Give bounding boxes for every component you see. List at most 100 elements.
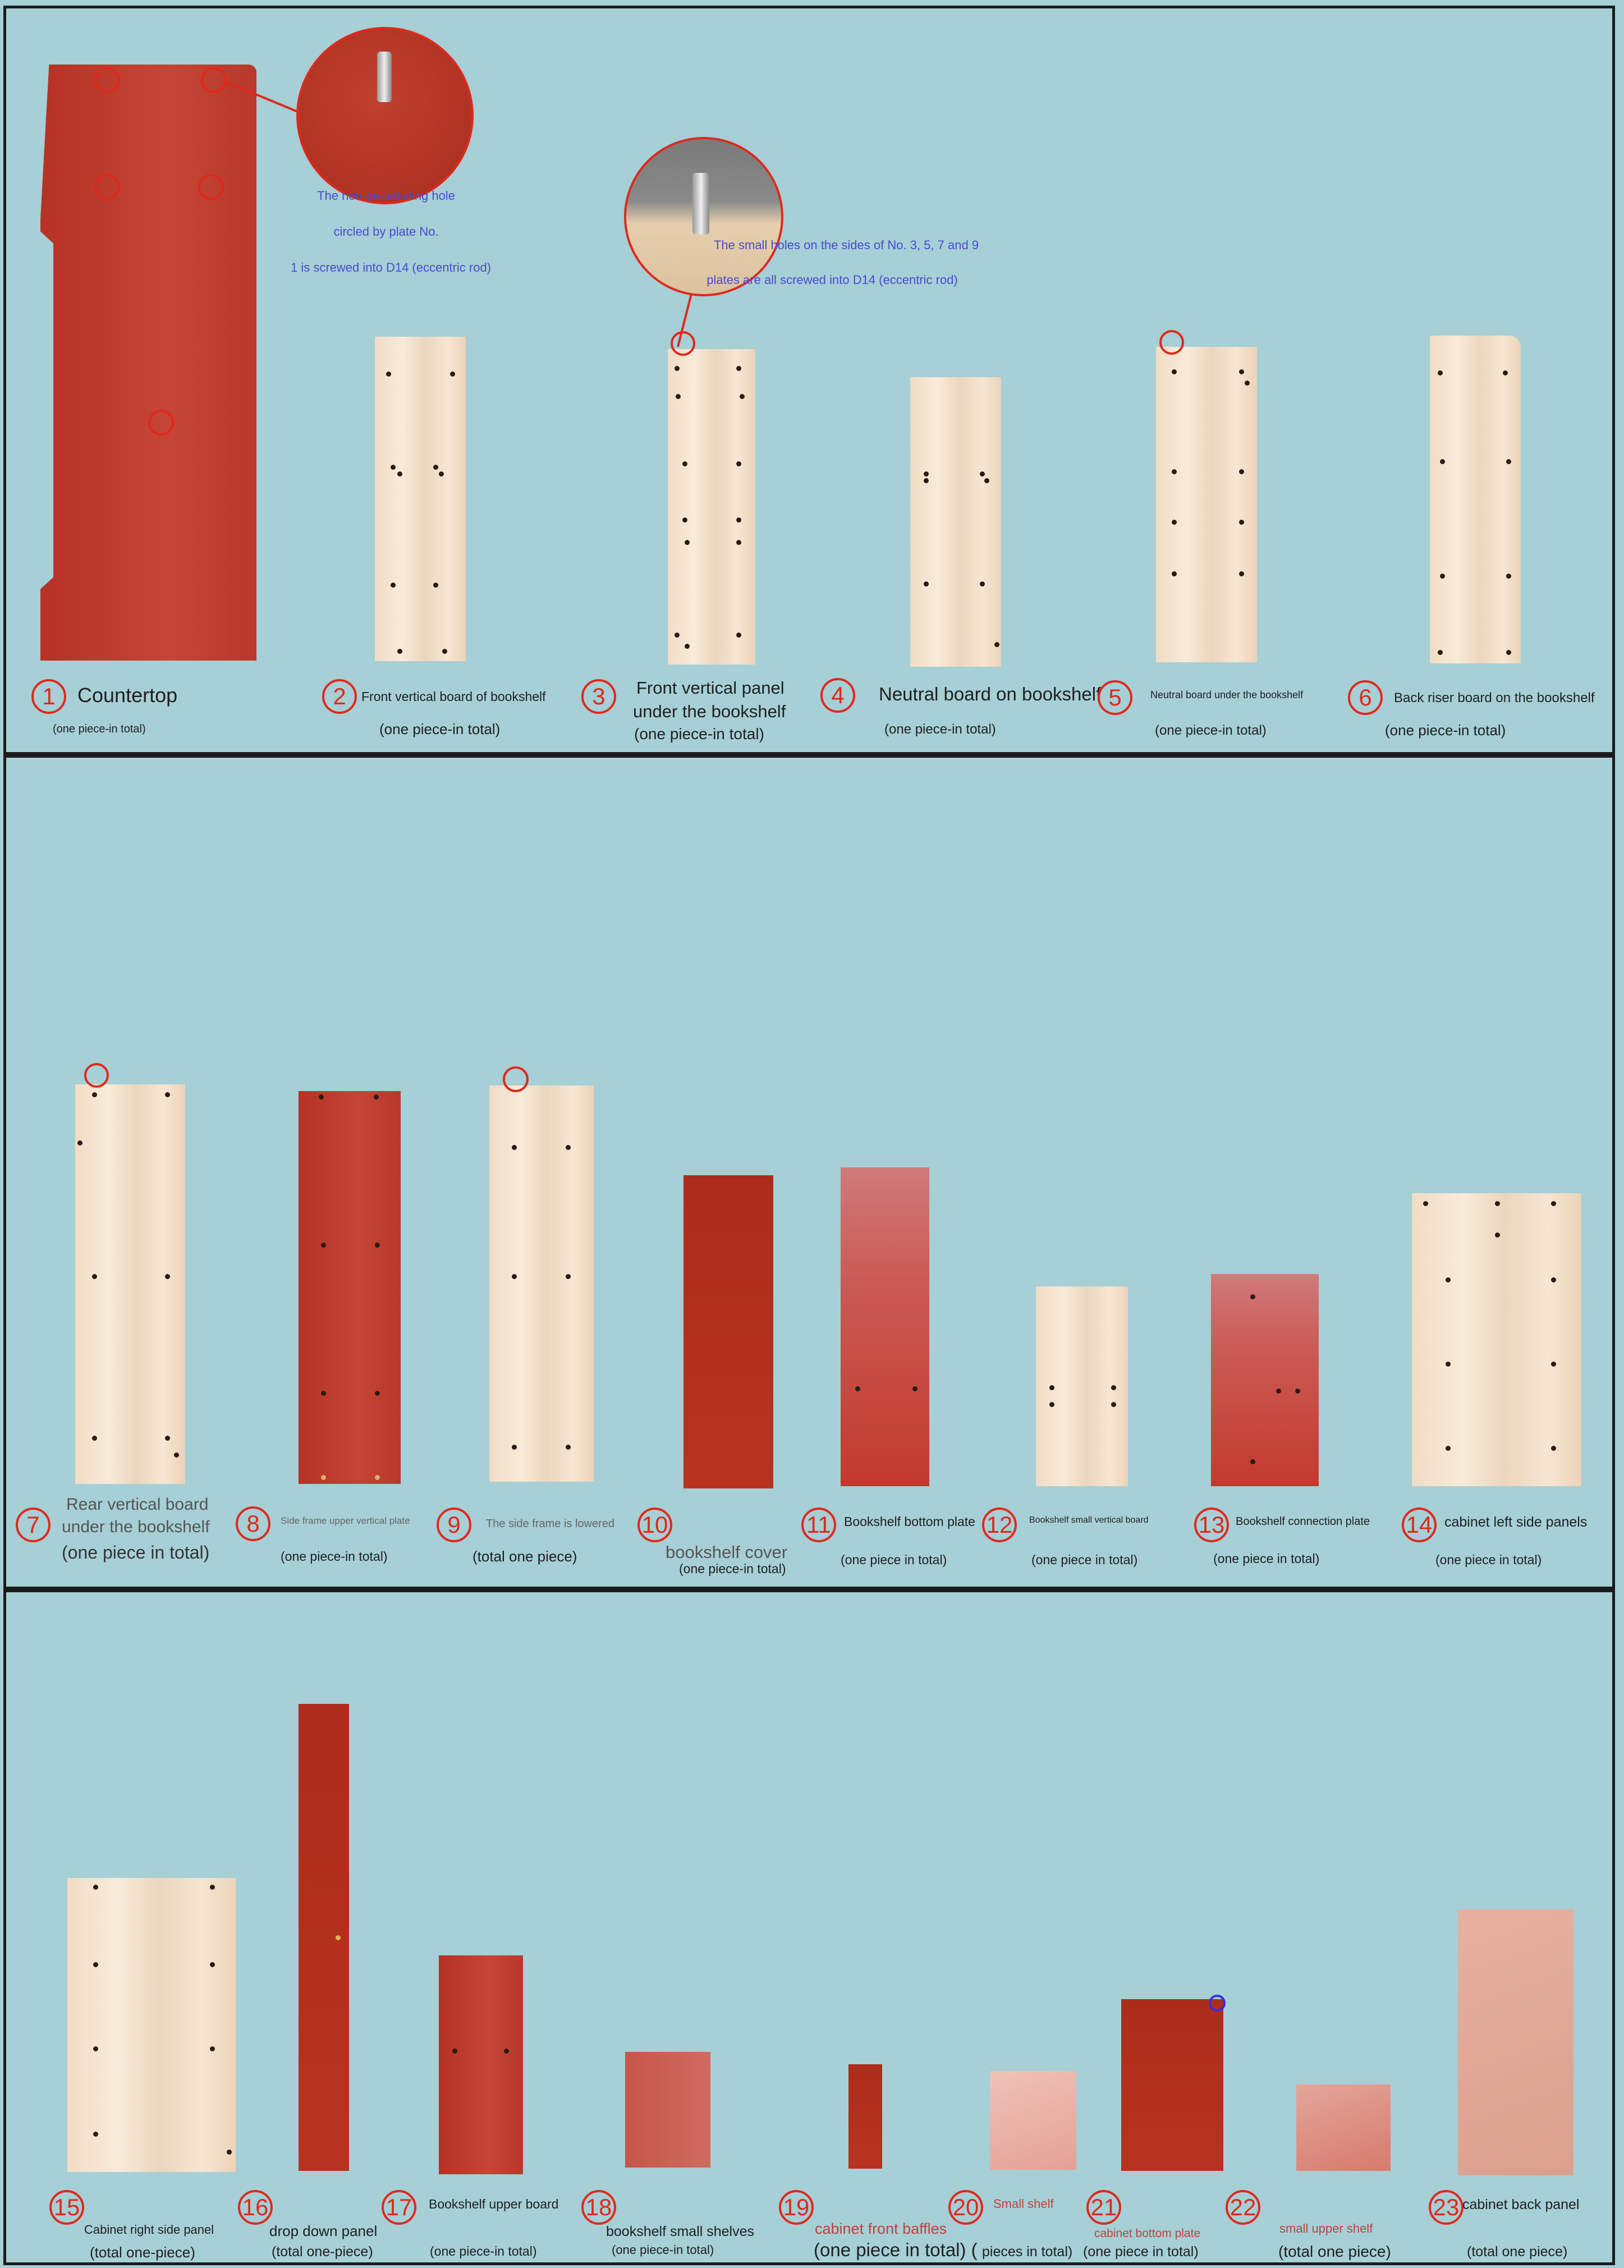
part-21-panel	[1121, 1999, 1223, 2171]
zoom-connector-line	[224, 80, 696, 347]
part-2-name: Front vertical board of bookshelf	[361, 689, 546, 704]
part-21-number-badge: 21	[1086, 2190, 1121, 2225]
part-2-qty: (one piece-in total)	[379, 721, 501, 737]
part-16-number-badge: 16	[238, 2190, 273, 2225]
part-4-name: Neutral board on bookshelf	[879, 684, 1102, 704]
part-15-name: Cabinet right side panel	[84, 2223, 214, 2237]
part-23-number-badge: 23	[1429, 2190, 1464, 2225]
part-13-number-badge: 13	[1194, 1508, 1229, 1542]
part-18-panel	[625, 2052, 710, 2168]
part-5-name: Neutral board under the bookshelf	[1150, 689, 1304, 700]
part-23-panel	[1458, 1909, 1573, 2175]
part-3-panel	[668, 349, 755, 665]
part-21-qty: (one piece in total)	[1083, 2244, 1199, 2260]
part-8-panel	[299, 1091, 401, 1484]
part-6-number-badge: 6	[1348, 680, 1383, 715]
note1-line3: 1 is screwed into D14 (eccentric rod)	[291, 260, 492, 274]
part-12-panel	[1036, 1286, 1128, 1486]
part-15-number-badge: 15	[49, 2190, 84, 2225]
part-3-name-line2: under the bookshelf	[633, 702, 786, 721]
part-1-hole-marker	[94, 67, 120, 93]
part-1-name: Countertop	[77, 684, 178, 707]
part-19-panel	[848, 2064, 882, 2169]
note1-line1: The non-penetrating hole	[317, 189, 455, 203]
zoom-detail-eccentric-rod	[296, 27, 474, 204]
part-9-hole-marker	[503, 1066, 529, 1092]
part-18-number-badge: 18	[581, 2190, 616, 2225]
part-12-qty: (one piece in total)	[1031, 1552, 1138, 1567]
part-5-panel	[1156, 347, 1257, 662]
part-9-panel	[489, 1085, 594, 1482]
part-1-hole-marker	[201, 67, 227, 93]
part-2-number-badge: 2	[322, 679, 357, 714]
part-7-number-badge: 7	[16, 1508, 51, 1542]
note1-line2: circled by plate No.	[333, 224, 439, 239]
part-13-qty: (one piece in total)	[1213, 1551, 1320, 1566]
part-14-qty: (one piece in total)	[1435, 1552, 1542, 1567]
part-14-number-badge: 14	[1402, 1508, 1437, 1542]
part-4-number-badge: 4	[820, 678, 855, 713]
zoom-detail-small-hole	[624, 137, 783, 296]
part-17-number-badge: 17	[382, 2190, 416, 2225]
part-18-qty: (one piece-in total)	[612, 2243, 714, 2257]
part-10-name: bookshelf cover	[666, 1542, 788, 1562]
part-1-hole-marker	[94, 174, 120, 200]
part-9-qty: (total one piece)	[472, 1548, 577, 1565]
part-8-qty: (one piece-in total)	[281, 1549, 388, 1564]
part-1-number-badge: 1	[31, 679, 66, 714]
part-8-number-badge: 8	[236, 1506, 270, 1541]
part-7-name-line2: under the bookshelf	[62, 1518, 210, 1536]
part-14-name: cabinet left side panels	[1444, 1514, 1588, 1530]
part-14-panel	[1412, 1193, 1581, 1486]
part-19-number-badge: 19	[779, 2190, 814, 2225]
part-5-hole-marker	[1159, 330, 1184, 355]
part-12-number-badge: 12	[982, 1508, 1017, 1542]
part-11-panel	[841, 1167, 929, 1486]
part-10-number-badge: 10	[637, 1508, 672, 1542]
part-22-name: small upper shelf	[1279, 2221, 1373, 2235]
part-13-name: Bookshelf connection plate	[1236, 1515, 1370, 1528]
part-3-qty: (one piece-in total)	[634, 725, 764, 743]
part-1-hole-marker	[198, 174, 224, 200]
part-1-panel	[40, 65, 256, 661]
part-9-number-badge: 9	[437, 1508, 471, 1542]
part-11-name: Bookshelf bottom plate	[844, 1514, 975, 1529]
part-17-name: Bookshelf upper board	[429, 2197, 559, 2211]
part-22-qty: (total one piece)	[1278, 2243, 1391, 2260]
part-16-panel	[299, 1704, 349, 2171]
part-1-hole-marker	[148, 410, 174, 436]
note2-line2: plates are all screwed into D14 (eccentr…	[707, 273, 958, 287]
part-23-qty: (total one piece)	[1467, 2244, 1568, 2260]
part-3-number-badge: 3	[581, 679, 616, 714]
part-21-name: cabinet bottom plate	[1094, 2227, 1201, 2240]
part-8-name: Side frame upper vertical plate	[281, 1515, 410, 1526]
part-5-number-badge: 5	[1098, 680, 1132, 715]
part-19-qty: (one piece in total) (	[814, 2239, 978, 2260]
eccentric-rod-icon	[377, 52, 392, 102]
part-12-name: Bookshelf small vertical board	[1029, 1515, 1149, 1525]
part-18-name: bookshelf small shelves	[606, 2224, 755, 2239]
part-7-qty: (one piece in total)	[62, 1542, 210, 1563]
part-17-panel	[439, 1955, 523, 2174]
part-3-hole-marker	[671, 331, 695, 356]
part-13-panel	[1211, 1274, 1319, 1486]
part-6-panel	[1430, 336, 1521, 663]
part-7-hole-marker	[84, 1063, 109, 1088]
part-2-panel	[375, 337, 466, 661]
part-6-name: Back riser board on the bookshelf	[1394, 690, 1595, 705]
part-11-number-badge: 11	[801, 1508, 836, 1542]
section-row-2	[3, 755, 1615, 1589]
part-20-name: Small shelf	[993, 2197, 1054, 2211]
part-3-name-line1: Front vertical panel	[636, 678, 785, 698]
part-5-qty: (one piece-in total)	[1155, 723, 1267, 738]
section-row-1	[3, 6, 1615, 755]
part-4-panel	[910, 377, 1001, 667]
part-17-qty: (one piece-in total)	[430, 2244, 537, 2258]
part-23-name: cabinet back panel	[1462, 2197, 1580, 2212]
part-9-name: The side frame is lowered	[486, 1518, 614, 1530]
part-21-hole-marker	[1209, 1995, 1226, 2012]
part-11-qty: (one piece in total)	[841, 1552, 947, 1567]
part-19-name: cabinet front baffles	[815, 2220, 947, 2237]
part-20-number-badge: 20	[948, 2190, 983, 2225]
part-15-qty: (total one-piece)	[90, 2244, 195, 2261]
